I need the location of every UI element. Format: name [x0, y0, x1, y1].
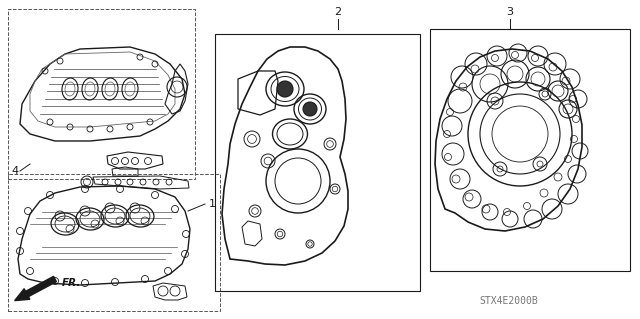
Bar — [430, 29, 630, 271]
Circle shape — [303, 102, 317, 116]
Bar — [8, 9, 195, 179]
Circle shape — [277, 81, 293, 97]
Text: 2: 2 — [335, 7, 342, 17]
Text: STX4E2000B: STX4E2000B — [479, 296, 538, 306]
FancyArrow shape — [15, 276, 56, 300]
Text: 3: 3 — [506, 7, 513, 17]
Text: 4: 4 — [12, 166, 19, 176]
Bar — [215, 34, 420, 291]
Text: FR.: FR. — [62, 278, 81, 288]
Text: 1: 1 — [209, 199, 216, 209]
Bar — [8, 174, 220, 311]
